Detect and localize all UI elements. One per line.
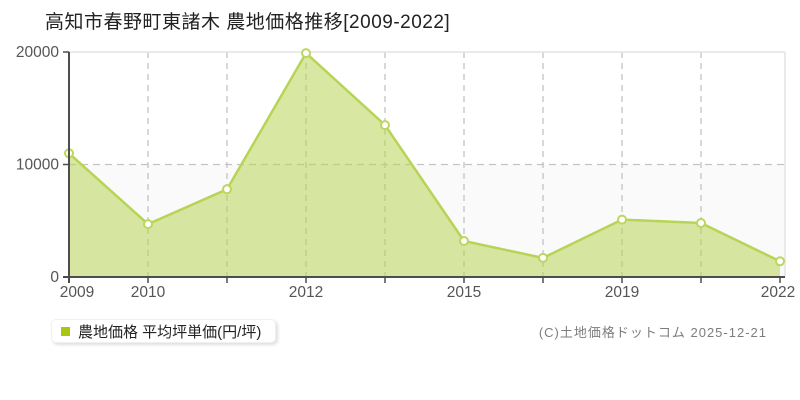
series-area-fill	[69, 53, 780, 277]
x-tick-label: 2019	[605, 284, 639, 301]
price-trend-area-chart: 0 10000 20000 2009 2010 2012 2015 2019 2022	[16, 44, 795, 301]
copyright-text: (C)土地価格ドットコム 2025-12-21	[538, 325, 767, 340]
legend-marker-icon	[61, 326, 70, 336]
data-point-marker	[301, 48, 311, 59]
data-point-marker	[459, 236, 469, 246]
y-tick-label: 0	[50, 269, 59, 286]
series-line	[67, 51, 782, 263]
data-point-marker	[617, 214, 627, 225]
data-point-marker	[775, 256, 785, 267]
chart-title: 高知市春野町東諸木 農地価格推移[2009-2022]	[45, 12, 451, 33]
chart-canvas: 0 10000 20000 2009 2010 2012 2015 2019 2022	[16, 44, 795, 301]
data-point-marker	[222, 184, 232, 195]
data-point-marker	[143, 219, 153, 230]
x-tick-label: 2009	[60, 284, 94, 301]
data-point-marker	[538, 252, 548, 263]
x-tick-label: 2022	[761, 284, 795, 301]
x-tick-label: 2015	[447, 284, 481, 301]
legend: 農地価格 平均坪単価(円/坪)	[51, 319, 277, 343]
y-tick-label: 20000	[16, 44, 59, 61]
x-tick-label: 2010	[131, 284, 166, 301]
data-point-marker	[696, 218, 706, 228]
x-tick-label: 2012	[289, 284, 323, 301]
y-tick-label: 10000	[16, 157, 59, 174]
data-point-marker	[380, 120, 390, 131]
legend-label: 農地価格 平均坪単価(円/坪)	[78, 323, 262, 341]
